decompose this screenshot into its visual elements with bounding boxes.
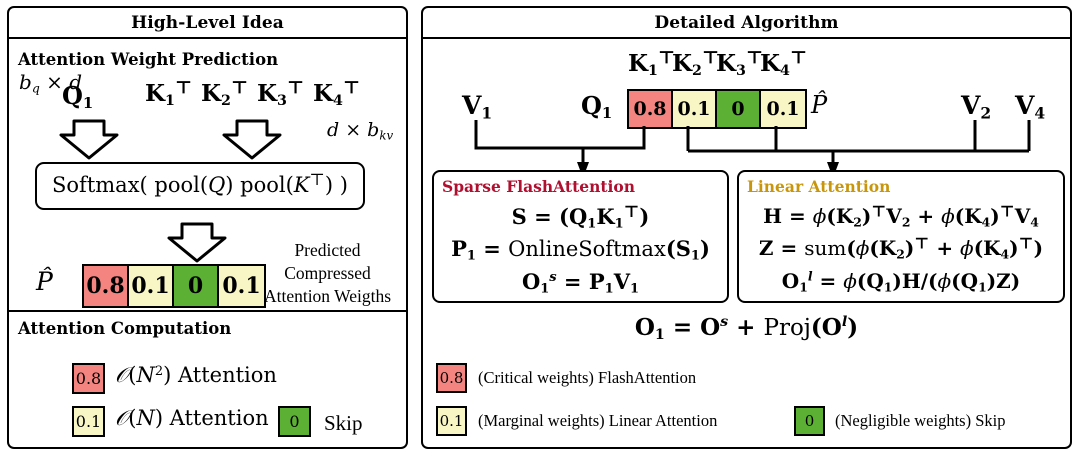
block-arrow-q-down <box>59 119 119 160</box>
legend-label-negligible-left: Skip <box>324 411 363 435</box>
linear-attention-title: Linear Attention <box>747 177 891 196</box>
weight-cell-3: 0 <box>717 91 761 127</box>
caption-line-1: Predicted <box>294 240 361 260</box>
section-heading-attention-weight-prediction: Attention Weight Prediction <box>18 50 279 69</box>
linear-attention-box: Linear Attention H = ϕ(K2)⊤V2 + ϕ(K4)⊤V4… <box>737 170 1065 303</box>
legend-label-marginal-right: (Marginal weights) Linear Attention <box>478 411 718 430</box>
section-heading-attention-computation: Attention Computation <box>18 319 232 338</box>
weight-cell-4: 0.1 <box>219 266 264 306</box>
label-k2-transpose-right: K2⊤ <box>672 47 720 79</box>
predicted-weights-row: 0.8 0.1 0 0.1 <box>82 264 266 308</box>
label-k2-transpose-left: K2⊤ <box>201 77 249 109</box>
legend-label-critical-left: 𝒪(N2) Attention <box>115 363 277 387</box>
left-panel-arrows <box>59 119 282 263</box>
sparse-formula-line-2: P1 = OnlineSoftmax(S1) <box>451 236 710 264</box>
legend-chip-negligible-left: 0 <box>278 406 311 437</box>
label-bq-times-d: bq × d <box>19 70 83 96</box>
weight-cell-4: 0.1 <box>761 91 805 127</box>
linear-formula-line-3: O1l = ϕ(Q1)H/(ϕ(Q1)Z) <box>781 268 1021 295</box>
caption-line-3: Attention Weigths <box>263 286 392 307</box>
label-k3-transpose-left: K3⊤ <box>257 77 305 109</box>
softmax-formula: Softmax( pool(Q) pool(K⊤) ) <box>52 170 348 197</box>
sparse-flashattention-box: Sparse FlashAttention S = (Q1K1⊤) P1 = O… <box>432 170 729 303</box>
panel-high-level-idea: High-Level Idea Attention Weight Predict… <box>7 6 408 449</box>
sparse-flashattention-title: Sparse FlashAttention <box>442 177 636 196</box>
label-q1-right: Q1 <box>581 91 613 123</box>
weight-cell-2: 0.1 <box>129 266 174 306</box>
attention-weights-row-right: 0.8 0.1 0 0.1 <box>627 89 807 129</box>
sparse-formula-line-3: O1s = P1V1 <box>521 269 640 297</box>
legend-label-critical-right: (Critical weights) FlashAttention <box>478 368 697 387</box>
panel-title-detailed-algorithm: Detailed Algorithm <box>423 8 1070 39</box>
label-k4-transpose-right: K4⊤ <box>760 47 808 79</box>
softmax-box: Softmax( pool(Q) pool(K⊤) ) <box>35 162 365 210</box>
label-p-hat-right: P̂ <box>811 91 828 119</box>
final-output-formula: O1 = Os + Proj(Ol) <box>634 314 859 343</box>
predicted-weights-caption: Predicted Compressed Attention Weigths <box>245 239 410 308</box>
label-k4-transpose-left: K4⊤ <box>313 77 361 109</box>
panel-detailed-algorithm: Detailed Algorithm K1⊤ K2⊤ K3⊤ K4⊤ V1 Q1… <box>421 6 1072 449</box>
legend-chip-marginal-right: 0.1 <box>436 406 467 436</box>
legend-chip-negligible-right: 0 <box>794 406 825 436</box>
label-k1-transpose-right: K1⊤ <box>628 47 676 79</box>
label-d-times-bkv: d × bkv <box>327 119 394 143</box>
legend-label-marginal-left: 𝒪(N) Attention <box>115 406 269 430</box>
left-panel-divider <box>9 310 406 312</box>
label-v4: V4 <box>1015 91 1046 123</box>
linear-formula-line-1: H = ϕ(K2)⊤V2 + ϕ(K4)⊤V4 <box>763 201 1039 230</box>
legend-chip-marginal-left: 0.1 <box>72 406 105 437</box>
label-q1-left: Q1 <box>62 81 94 113</box>
legend-chip-critical-left: 0.8 <box>72 363 105 394</box>
label-v1: V1 <box>462 91 493 123</box>
weight-cell-1: 0.8 <box>629 91 673 127</box>
panel-title-high-level-idea: High-Level Idea <box>9 8 406 39</box>
sparse-formula-line-1: S = (Q1K1⊤) <box>511 202 650 232</box>
legend-chip-critical-right: 0.8 <box>436 363 467 393</box>
block-arrow-softmax-down <box>167 222 227 263</box>
label-p-hat-left: P̂ <box>36 267 53 296</box>
label-k3-transpose-right: K3⊤ <box>716 47 764 79</box>
caption-line-2: Compressed <box>284 263 371 284</box>
label-v2: V2 <box>961 91 992 123</box>
label-k1-transpose-left: K1⊤ <box>145 77 193 109</box>
legend-label-negligible-right: (Negligible weights) Skip <box>835 411 1006 430</box>
weight-cell-3: 0 <box>174 266 219 306</box>
weight-cell-1: 0.8 <box>84 266 129 306</box>
block-arrow-k-down <box>222 119 282 160</box>
linear-formula-line-2: Z = sum(ϕ(K2)⊤ + ϕ(K4)⊤) <box>758 233 1044 262</box>
weight-cell-2: 0.1 <box>673 91 717 127</box>
